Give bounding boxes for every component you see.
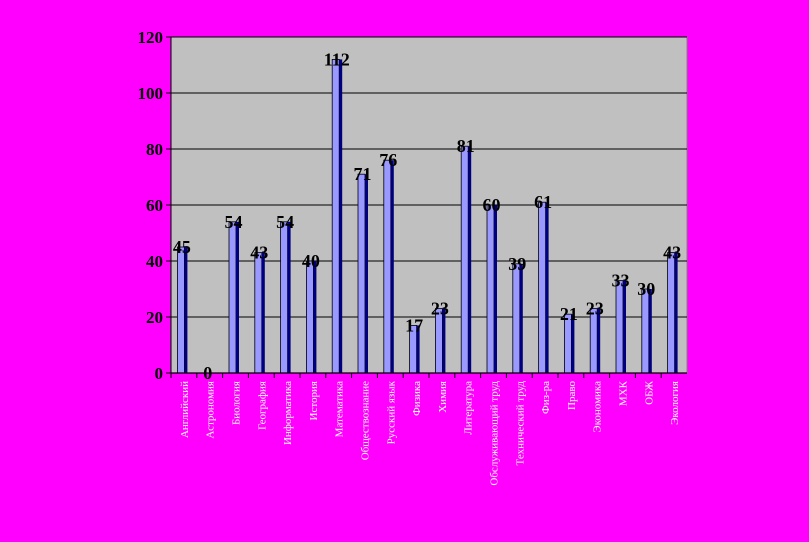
data-label: 17: [405, 315, 423, 335]
data-label: 33: [612, 271, 630, 291]
data-label: 76: [379, 150, 397, 170]
data-label: 81: [457, 136, 475, 156]
bar-shadow: [287, 221, 291, 373]
x-tick-label: История: [308, 381, 320, 420]
data-label: 21: [560, 304, 578, 324]
bar: [486, 204, 495, 374]
x-tick-label: Астрономия: [205, 381, 217, 439]
bar: [460, 145, 469, 374]
bar-shadow: [468, 146, 472, 373]
x-axis-ticks: Английский Астрономия Биология География Инф…: [170, 372, 687, 486]
y-tick-label: 0: [155, 364, 164, 383]
bar-shadow: [648, 289, 652, 373]
x-tick-label: Право: [566, 381, 578, 410]
data-label: 54: [276, 212, 294, 232]
data-label: 0: [203, 363, 212, 383]
x-tick-label: Английский: [179, 381, 191, 438]
y-axis-ticks: 0 20 40 60 80 100 120: [138, 28, 172, 383]
data-label: 23: [431, 299, 449, 319]
bar-shadow: [261, 252, 265, 373]
bar: [280, 221, 289, 374]
bar-shadow: [442, 308, 446, 373]
data-label: 45: [173, 237, 191, 257]
data-label: 30: [637, 279, 655, 299]
bar-shadow: [236, 221, 239, 373]
bar: [512, 263, 521, 374]
bar: [538, 201, 546, 374]
bar-shadow: [519, 263, 523, 373]
x-tick-label: Литература: [463, 381, 475, 435]
bar: [615, 280, 624, 374]
x-tick-label: Технический труд: [514, 381, 526, 466]
bar: [254, 252, 263, 374]
bar: [667, 252, 675, 374]
y-tick-label: 60: [146, 196, 163, 215]
data-label: 40: [302, 251, 320, 271]
data-label: 23: [586, 299, 604, 319]
x-tick-label: Химия: [437, 381, 449, 413]
data-label: 71: [354, 164, 372, 184]
data-label: 60: [483, 195, 501, 215]
bar-shadow: [623, 280, 626, 373]
x-tick-label: Русский язык: [385, 380, 397, 444]
bar: [228, 221, 237, 374]
data-label: 43: [663, 243, 681, 263]
x-tick-label: Обслуживающий труд: [489, 381, 501, 486]
bar-shadow: [313, 261, 317, 373]
bar-shadow: [339, 59, 343, 374]
x-tick-label: Физика: [411, 381, 423, 416]
bar: [305, 260, 314, 374]
y-tick-label: 80: [146, 140, 163, 159]
x-tick-label: Физ-ра: [540, 381, 552, 414]
data-label: 112: [324, 49, 350, 69]
bar-shadow: [184, 247, 188, 373]
y-tick-label: 120: [138, 28, 164, 47]
bar-shadow: [494, 205, 497, 373]
bar-shadow: [597, 308, 601, 373]
x-tick-label: Математика: [334, 381, 346, 437]
y-tick-label: 100: [138, 84, 164, 103]
bar-shadow: [545, 202, 549, 373]
data-label: 39: [508, 254, 526, 274]
bar-shadow: [674, 252, 678, 373]
x-tick-label: Обществознание: [360, 381, 372, 460]
bar: [331, 59, 340, 374]
x-tick-label: Экология: [669, 381, 681, 425]
bar-shadow: [416, 325, 420, 373]
x-tick-label: Информатика: [282, 381, 294, 445]
x-tick-label: Биология: [231, 381, 243, 425]
bar: [383, 159, 392, 374]
data-label: 54: [225, 212, 243, 232]
bar: [176, 246, 185, 374]
bar: [641, 288, 650, 374]
data-label: 61: [534, 192, 552, 212]
bar: [357, 173, 366, 374]
data-labels: 45 0 54 43 54 40 112 71 76 17 23 81 60 39 61 21 23 33 30 43: [173, 49, 681, 383]
data-label: 43: [250, 243, 268, 263]
y-tick-label: 40: [146, 252, 163, 271]
x-tick-label: География: [256, 381, 268, 430]
y-tick-label: 20: [146, 308, 163, 327]
x-tick-label: Экономика: [592, 381, 604, 433]
bar-shadow: [571, 314, 575, 373]
bar-shadow: [365, 174, 368, 373]
bar-shadow: [390, 160, 394, 373]
x-tick-label: МХК: [618, 380, 630, 406]
x-tick-label: ОБЖ: [643, 381, 655, 405]
